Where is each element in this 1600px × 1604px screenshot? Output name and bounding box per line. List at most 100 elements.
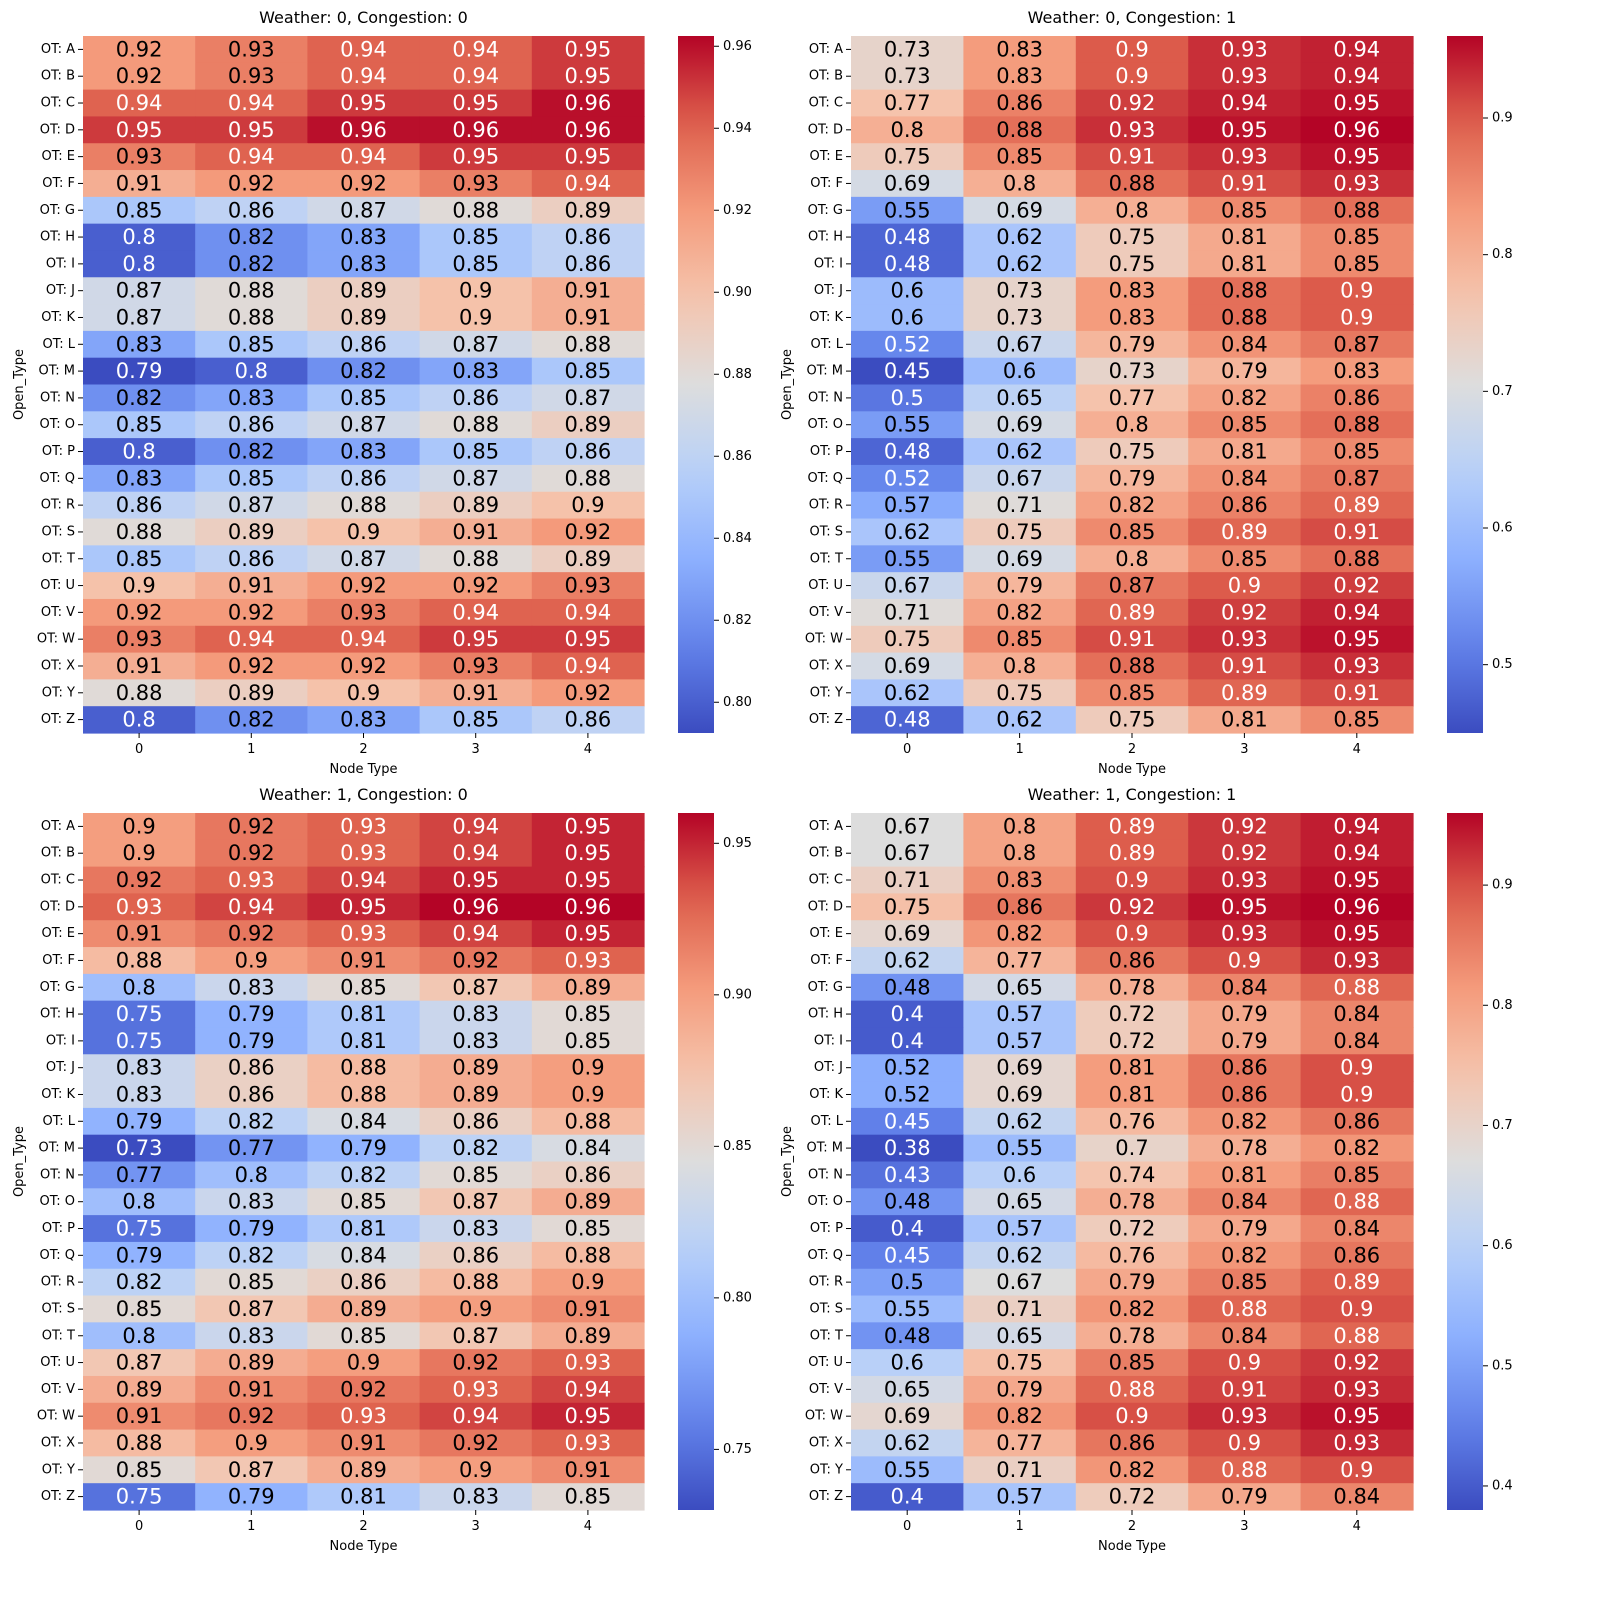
cell-value-label: 0.93 xyxy=(452,654,499,678)
heatmap-cell xyxy=(307,143,421,171)
cell-value-label: 0.83 xyxy=(996,37,1043,61)
cell-value-label: 0.9 xyxy=(1228,574,1261,598)
heatmap-cell xyxy=(531,1027,645,1055)
y-tick-label: OT: Y xyxy=(42,685,75,700)
heatmap-cell xyxy=(307,196,421,225)
y-tick-label: OT: L xyxy=(43,337,76,352)
cell-value-label: 0.93 xyxy=(1333,654,1380,678)
cell-value-label: 0.73 xyxy=(116,1136,163,1160)
heatmap-cell xyxy=(1188,196,1302,225)
heatmap-cell xyxy=(851,893,964,921)
heatmap-cell xyxy=(1075,679,1189,707)
heatmap-cell xyxy=(83,1429,196,1457)
colorbar-tick-label: 0.96 xyxy=(723,39,752,54)
cell-value-label: 0.89 xyxy=(228,1351,275,1375)
heatmap-cell xyxy=(195,464,308,493)
heatmap-cell xyxy=(851,973,964,1002)
heatmap-cell xyxy=(195,250,308,278)
cell-value-label: 0.9 xyxy=(571,1270,604,1294)
cell-value-label: 0.82 xyxy=(1109,493,1156,517)
cell-value-label: 0.95 xyxy=(565,1404,612,1428)
heatmap-cell xyxy=(307,1375,421,1404)
y-tick-label: OT: Y xyxy=(810,1462,843,1477)
cell-value-label: 0.91 xyxy=(116,1404,163,1428)
cell-value-label: 0.93 xyxy=(1333,1377,1380,1401)
heatmap-cell xyxy=(851,545,964,573)
cell-value-label: 0.95 xyxy=(1333,922,1380,946)
heatmap-cell xyxy=(83,304,196,332)
cell-value-label: 0.95 xyxy=(1333,627,1380,651)
heatmap-cell xyxy=(963,223,1077,252)
cell-value-label: 0.88 xyxy=(1109,171,1156,195)
y-tick-label: OT: V xyxy=(41,1382,75,1397)
cell-value-label: 0.8 xyxy=(122,440,155,464)
colorbar-tick-label: 0.8 xyxy=(1492,998,1513,1013)
y-tick-label: OT: M xyxy=(39,1141,75,1156)
cell-value-label: 0.86 xyxy=(228,547,275,571)
heatmap-cell xyxy=(1075,304,1189,332)
heatmap-cell xyxy=(531,893,645,921)
cell-value-label: 0.93 xyxy=(340,600,387,624)
heatmap-cell xyxy=(1188,652,1302,680)
heatmap-cell xyxy=(419,411,533,439)
y-tick-label: OT: U xyxy=(808,578,843,593)
heatmap-cell xyxy=(419,357,533,386)
heatmap-cell xyxy=(1300,491,1414,520)
x-axis-label: Node Type xyxy=(330,1539,398,1554)
heatmap-cell xyxy=(83,1107,196,1136)
heatmap-cell xyxy=(1188,839,1302,868)
heatmap-cell xyxy=(307,679,421,707)
cell-value-label: 0.88 xyxy=(452,547,499,571)
heatmap-cell xyxy=(1300,277,1414,305)
cell-value-label: 0.91 xyxy=(1333,681,1380,705)
cell-value-label: 0.95 xyxy=(1333,145,1380,169)
cell-value-label: 0.82 xyxy=(996,600,1043,624)
heatmap-cell xyxy=(1075,491,1189,520)
cell-value-label: 0.91 xyxy=(340,948,387,972)
cell-value-label: 0.83 xyxy=(228,1190,275,1214)
heatmap-cell xyxy=(83,813,196,841)
cell-value-label: 0.92 xyxy=(565,681,612,705)
cell-value-label: 0.75 xyxy=(996,681,1043,705)
heatmap-cell xyxy=(1075,625,1189,654)
heatmap-cell xyxy=(851,679,964,707)
heatmap-cell xyxy=(851,464,964,493)
y-tick-label: OT: E xyxy=(810,149,843,164)
cell-value-label: 0.81 xyxy=(340,1002,387,1026)
heatmap-cell xyxy=(1300,330,1414,359)
heatmap-cell xyxy=(1188,893,1302,921)
cell-value-label: 0.92 xyxy=(340,654,387,678)
cell-value-label: 0.81 xyxy=(340,1029,387,1053)
cell-value-label: 0.94 xyxy=(340,64,387,88)
cell-value-label: 0.52 xyxy=(884,332,931,356)
x-tick-label: 3 xyxy=(472,1519,480,1534)
cell-value-label: 0.72 xyxy=(1109,1002,1156,1026)
heatmap-cell xyxy=(195,1081,308,1109)
heatmap-cell xyxy=(963,89,1077,118)
cell-value-label: 0.93 xyxy=(1333,171,1380,195)
cell-value-label: 0.8 xyxy=(1115,413,1148,437)
heatmap-cell xyxy=(531,1483,645,1511)
cell-value-label: 0.88 xyxy=(1333,547,1380,571)
heatmap-cell xyxy=(419,464,533,493)
heatmap-cell xyxy=(963,384,1077,412)
heatmap-cell xyxy=(419,438,533,466)
heatmap-cell xyxy=(1188,572,1302,600)
cell-value-label: 0.82 xyxy=(1333,1136,1380,1160)
y-tick-label: OT: Q xyxy=(808,1248,844,1263)
cell-value-label: 0.93 xyxy=(1221,922,1268,946)
cell-value-label: 0.94 xyxy=(340,868,387,892)
cell-value-label: 0.85 xyxy=(116,1458,163,1482)
cell-value-label: 0.85 xyxy=(1333,225,1380,249)
cell-value-label: 0.4 xyxy=(890,1485,923,1509)
heatmap-cell xyxy=(1188,947,1302,975)
cell-value-label: 0.95 xyxy=(565,145,612,169)
cell-value-label: 0.9 xyxy=(1340,1297,1373,1321)
cell-value-label: 0.93 xyxy=(565,1351,612,1375)
heatmap-cell xyxy=(83,1483,196,1511)
heatmap-cell xyxy=(195,706,308,734)
y-tick-label: OT: D xyxy=(808,122,843,137)
heatmap-cell xyxy=(531,652,645,680)
cell-value-label: 0.91 xyxy=(116,922,163,946)
cell-value-label: 0.79 xyxy=(1221,1217,1268,1241)
